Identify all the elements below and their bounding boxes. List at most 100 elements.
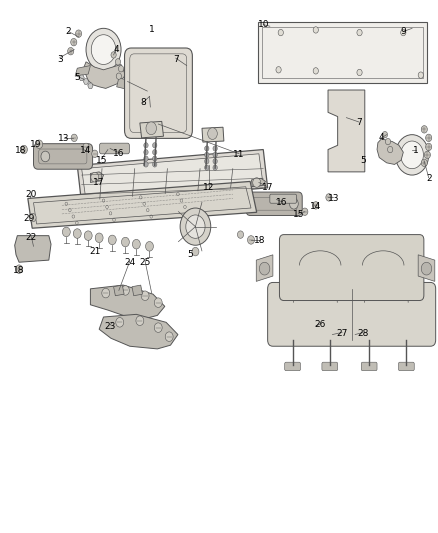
Text: 16: 16 xyxy=(275,198,287,207)
Circle shape xyxy=(276,67,281,73)
Circle shape xyxy=(121,237,129,247)
Text: 7: 7 xyxy=(173,55,178,63)
Circle shape xyxy=(152,162,156,167)
Text: 15: 15 xyxy=(95,156,107,165)
Text: 7: 7 xyxy=(355,118,361,127)
Text: 2: 2 xyxy=(425,174,431,183)
Circle shape xyxy=(425,134,431,142)
Circle shape xyxy=(204,146,208,151)
Circle shape xyxy=(212,165,217,170)
Text: 27: 27 xyxy=(336,329,347,338)
Text: 5: 5 xyxy=(74,72,80,82)
Circle shape xyxy=(20,146,27,154)
Circle shape xyxy=(91,172,99,182)
Polygon shape xyxy=(79,75,84,80)
Circle shape xyxy=(84,231,92,240)
Circle shape xyxy=(204,152,208,158)
Polygon shape xyxy=(258,22,426,83)
Text: 18: 18 xyxy=(254,237,265,246)
Polygon shape xyxy=(117,78,132,90)
Polygon shape xyxy=(140,122,163,138)
Text: 1: 1 xyxy=(412,146,417,155)
Circle shape xyxy=(141,291,149,301)
Circle shape xyxy=(154,298,162,308)
Circle shape xyxy=(212,152,217,158)
Circle shape xyxy=(144,156,148,161)
Text: 4: 4 xyxy=(113,45,119,54)
Text: 16: 16 xyxy=(113,149,124,158)
Text: 17: 17 xyxy=(93,178,105,187)
Circle shape xyxy=(144,143,148,148)
Circle shape xyxy=(185,215,205,238)
Text: 22: 22 xyxy=(26,233,37,243)
Circle shape xyxy=(73,229,81,238)
Polygon shape xyxy=(75,66,90,76)
FancyBboxPatch shape xyxy=(267,282,434,346)
Text: 29: 29 xyxy=(23,214,35,223)
Polygon shape xyxy=(90,172,103,182)
Polygon shape xyxy=(88,83,93,88)
Text: 25: 25 xyxy=(139,258,150,266)
Polygon shape xyxy=(327,90,364,172)
Circle shape xyxy=(312,68,318,74)
Circle shape xyxy=(152,156,156,161)
FancyBboxPatch shape xyxy=(99,143,129,154)
Text: 18: 18 xyxy=(14,146,26,155)
Text: 8: 8 xyxy=(140,98,145,107)
Circle shape xyxy=(237,231,243,238)
Polygon shape xyxy=(28,181,256,228)
Circle shape xyxy=(400,29,405,36)
Circle shape xyxy=(312,201,318,209)
Text: 19: 19 xyxy=(30,140,41,149)
FancyBboxPatch shape xyxy=(124,48,192,139)
Text: 18: 18 xyxy=(13,266,25,275)
Circle shape xyxy=(420,126,426,133)
Text: 5: 5 xyxy=(359,156,365,165)
Text: 15: 15 xyxy=(292,210,304,219)
Text: 23: 23 xyxy=(104,321,116,330)
Circle shape xyxy=(116,73,121,79)
FancyBboxPatch shape xyxy=(284,362,300,370)
Text: 28: 28 xyxy=(357,329,368,338)
Text: 1: 1 xyxy=(148,26,154,35)
FancyBboxPatch shape xyxy=(269,194,296,203)
Circle shape xyxy=(35,140,42,149)
Circle shape xyxy=(204,159,208,164)
Text: 21: 21 xyxy=(89,247,100,256)
Circle shape xyxy=(121,286,129,295)
Circle shape xyxy=(325,193,331,201)
Circle shape xyxy=(381,132,387,138)
Circle shape xyxy=(356,29,361,36)
Circle shape xyxy=(424,151,429,159)
Circle shape xyxy=(252,177,260,187)
Circle shape xyxy=(95,233,103,243)
Circle shape xyxy=(387,147,392,153)
Text: 3: 3 xyxy=(57,55,63,63)
FancyBboxPatch shape xyxy=(360,362,376,370)
Polygon shape xyxy=(14,236,51,262)
Text: 17: 17 xyxy=(261,183,273,192)
Text: 14: 14 xyxy=(80,146,92,155)
FancyBboxPatch shape xyxy=(321,362,337,370)
Circle shape xyxy=(191,247,198,256)
Circle shape xyxy=(204,165,208,170)
Circle shape xyxy=(71,38,77,46)
Circle shape xyxy=(15,265,22,273)
Circle shape xyxy=(144,150,148,155)
Circle shape xyxy=(144,162,148,167)
Text: 12: 12 xyxy=(202,183,214,192)
Text: 9: 9 xyxy=(399,27,405,36)
FancyBboxPatch shape xyxy=(279,235,423,301)
Circle shape xyxy=(91,35,116,64)
Circle shape xyxy=(301,208,307,215)
Circle shape xyxy=(212,146,217,151)
Text: 4: 4 xyxy=(378,133,383,142)
Circle shape xyxy=(247,236,254,244)
Polygon shape xyxy=(90,285,164,319)
Polygon shape xyxy=(99,314,177,349)
Circle shape xyxy=(417,72,423,78)
Circle shape xyxy=(92,150,98,158)
Circle shape xyxy=(420,262,431,275)
Circle shape xyxy=(152,143,156,148)
Circle shape xyxy=(180,208,210,245)
